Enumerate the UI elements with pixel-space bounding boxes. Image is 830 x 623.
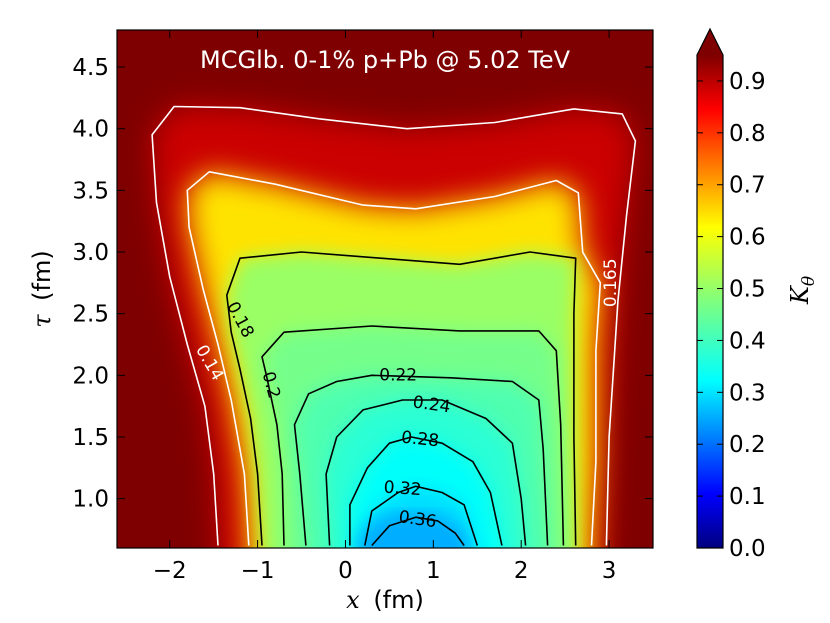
- contour-label: 0.22: [379, 365, 417, 385]
- y-tick-label: 4.5: [72, 55, 109, 81]
- colorbar-label-symbol: K: [786, 284, 814, 305]
- y-axis-ticks: 1.0 1.5 2.0 2.5 3.0 3.5 4.0 4.5: [72, 55, 653, 513]
- colorbar-tick-label: 0.4: [729, 328, 766, 354]
- colorbar-tick-label: 0.0: [729, 536, 766, 562]
- x-axis-unit: (fm): [373, 586, 424, 614]
- x-tick-label: 2: [514, 558, 529, 584]
- contour-label: 0.32: [383, 478, 422, 501]
- y-axis-label: τ (fm): [28, 250, 56, 327]
- y-tick-label: 2.5: [72, 302, 109, 328]
- contour-line-0_32: [364, 485, 479, 546]
- colorbar-tick-label: 0.3: [729, 380, 766, 406]
- colorbar-tick-label: 0.6: [729, 225, 766, 251]
- colorbar-tick-label: 0.5: [729, 277, 766, 303]
- plot-frame: [116, 29, 654, 549]
- x-tick-label: 1: [426, 558, 441, 584]
- contour-line-0_36: [371, 516, 465, 547]
- colorbar: 0.0 0.1 0.2 0.3 0.4 0.5 0.6 0.7 0.8 0.9 Kθ: [696, 27, 819, 562]
- colorbar-tick-label: 0.8: [729, 121, 766, 147]
- y-tick-label: 3.0: [72, 240, 109, 266]
- y-tick-label: 3.5: [72, 178, 109, 204]
- contour-label: 0.28: [400, 428, 440, 452]
- contour-line-0_28: [349, 436, 503, 546]
- x-tick-label: 0: [338, 558, 353, 584]
- contour-line-0_22: [293, 374, 549, 546]
- heatmap-field: [117, 30, 653, 548]
- y-tick-label: 2.0: [72, 363, 109, 389]
- colorbar-tick-label: 0.9: [729, 69, 766, 95]
- colorbar-extend-arrow: [697, 29, 723, 55]
- contour-line-0_2: [261, 325, 565, 546]
- x-axis-label: x (fm): [346, 586, 424, 614]
- contour-line-0_18: [226, 251, 577, 546]
- contour-line-0_14: [151, 105, 637, 546]
- x-axis-symbol: x: [346, 586, 360, 614]
- contour-lines: [151, 105, 637, 547]
- y-tick-label: 1.0: [72, 487, 109, 513]
- contour-line-0_24: [325, 399, 527, 546]
- colorbar-gradient: [697, 55, 723, 548]
- colorbar-tick-label: 0.2: [729, 432, 766, 458]
- colorbar-label: Kθ: [786, 276, 819, 305]
- x-tick-label: −1: [241, 558, 275, 584]
- x-tick-label: −2: [153, 558, 187, 584]
- contour-label: 0.165: [601, 258, 621, 307]
- contour-line-0_165: [186, 171, 602, 546]
- colorbar-tick-label: 0.1: [729, 484, 766, 510]
- y-axis-unit: (fm): [28, 250, 56, 301]
- y-tick-label: 4.0: [72, 117, 109, 143]
- colorbar-label-subscript: θ: [799, 276, 819, 286]
- plot-title: MCGlb. 0-1% p+Pb @ 5.02 TeV: [200, 46, 571, 74]
- y-axis-symbol: τ: [28, 314, 56, 328]
- x-tick-label: 3: [602, 558, 617, 584]
- y-tick-label: 1.5: [72, 425, 109, 451]
- colorbar-tick-label: 0.7: [729, 173, 766, 199]
- x-axis-ticks: −2 −1 0 1 2 3: [153, 30, 617, 584]
- colorbar-ticks: 0.0 0.1 0.2 0.3 0.4 0.5 0.6 0.7 0.8 0.9: [697, 69, 766, 562]
